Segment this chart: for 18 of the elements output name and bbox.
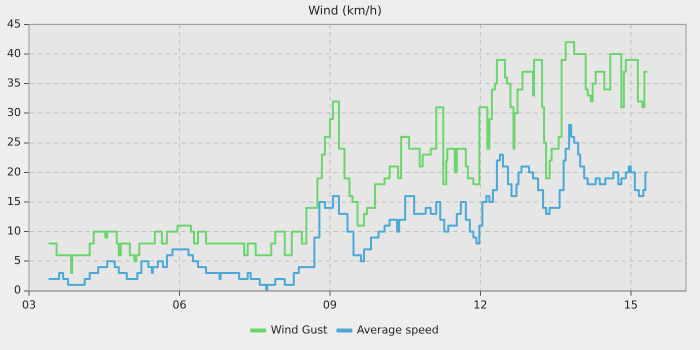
x-tick-label: 03 [22, 298, 36, 312]
y-tick-label: 45 [6, 17, 21, 30]
y-tick-label: 30 [6, 106, 21, 120]
legend-label: Wind Gust [270, 323, 328, 336]
y-tick-label: 40 [6, 46, 21, 60]
chart-title: Wind (km/h) [308, 3, 382, 18]
y-tick-label: 25 [6, 136, 21, 149]
x-tick-label: 15 [624, 298, 638, 312]
x-tick-label: 12 [473, 298, 488, 312]
y-tick-label: 20 [6, 165, 21, 178]
x-tick-label: 09 [322, 298, 337, 312]
legend-label: Average speed [356, 323, 439, 336]
x-tick-label: 06 [172, 298, 186, 312]
y-tick-label: 10 [6, 224, 21, 238]
y-tick-label: 5 [14, 254, 21, 268]
y-tick-label: 35 [6, 76, 21, 90]
y-tick-label: 15 [6, 194, 21, 208]
y-tick-label: 0 [14, 284, 21, 297]
